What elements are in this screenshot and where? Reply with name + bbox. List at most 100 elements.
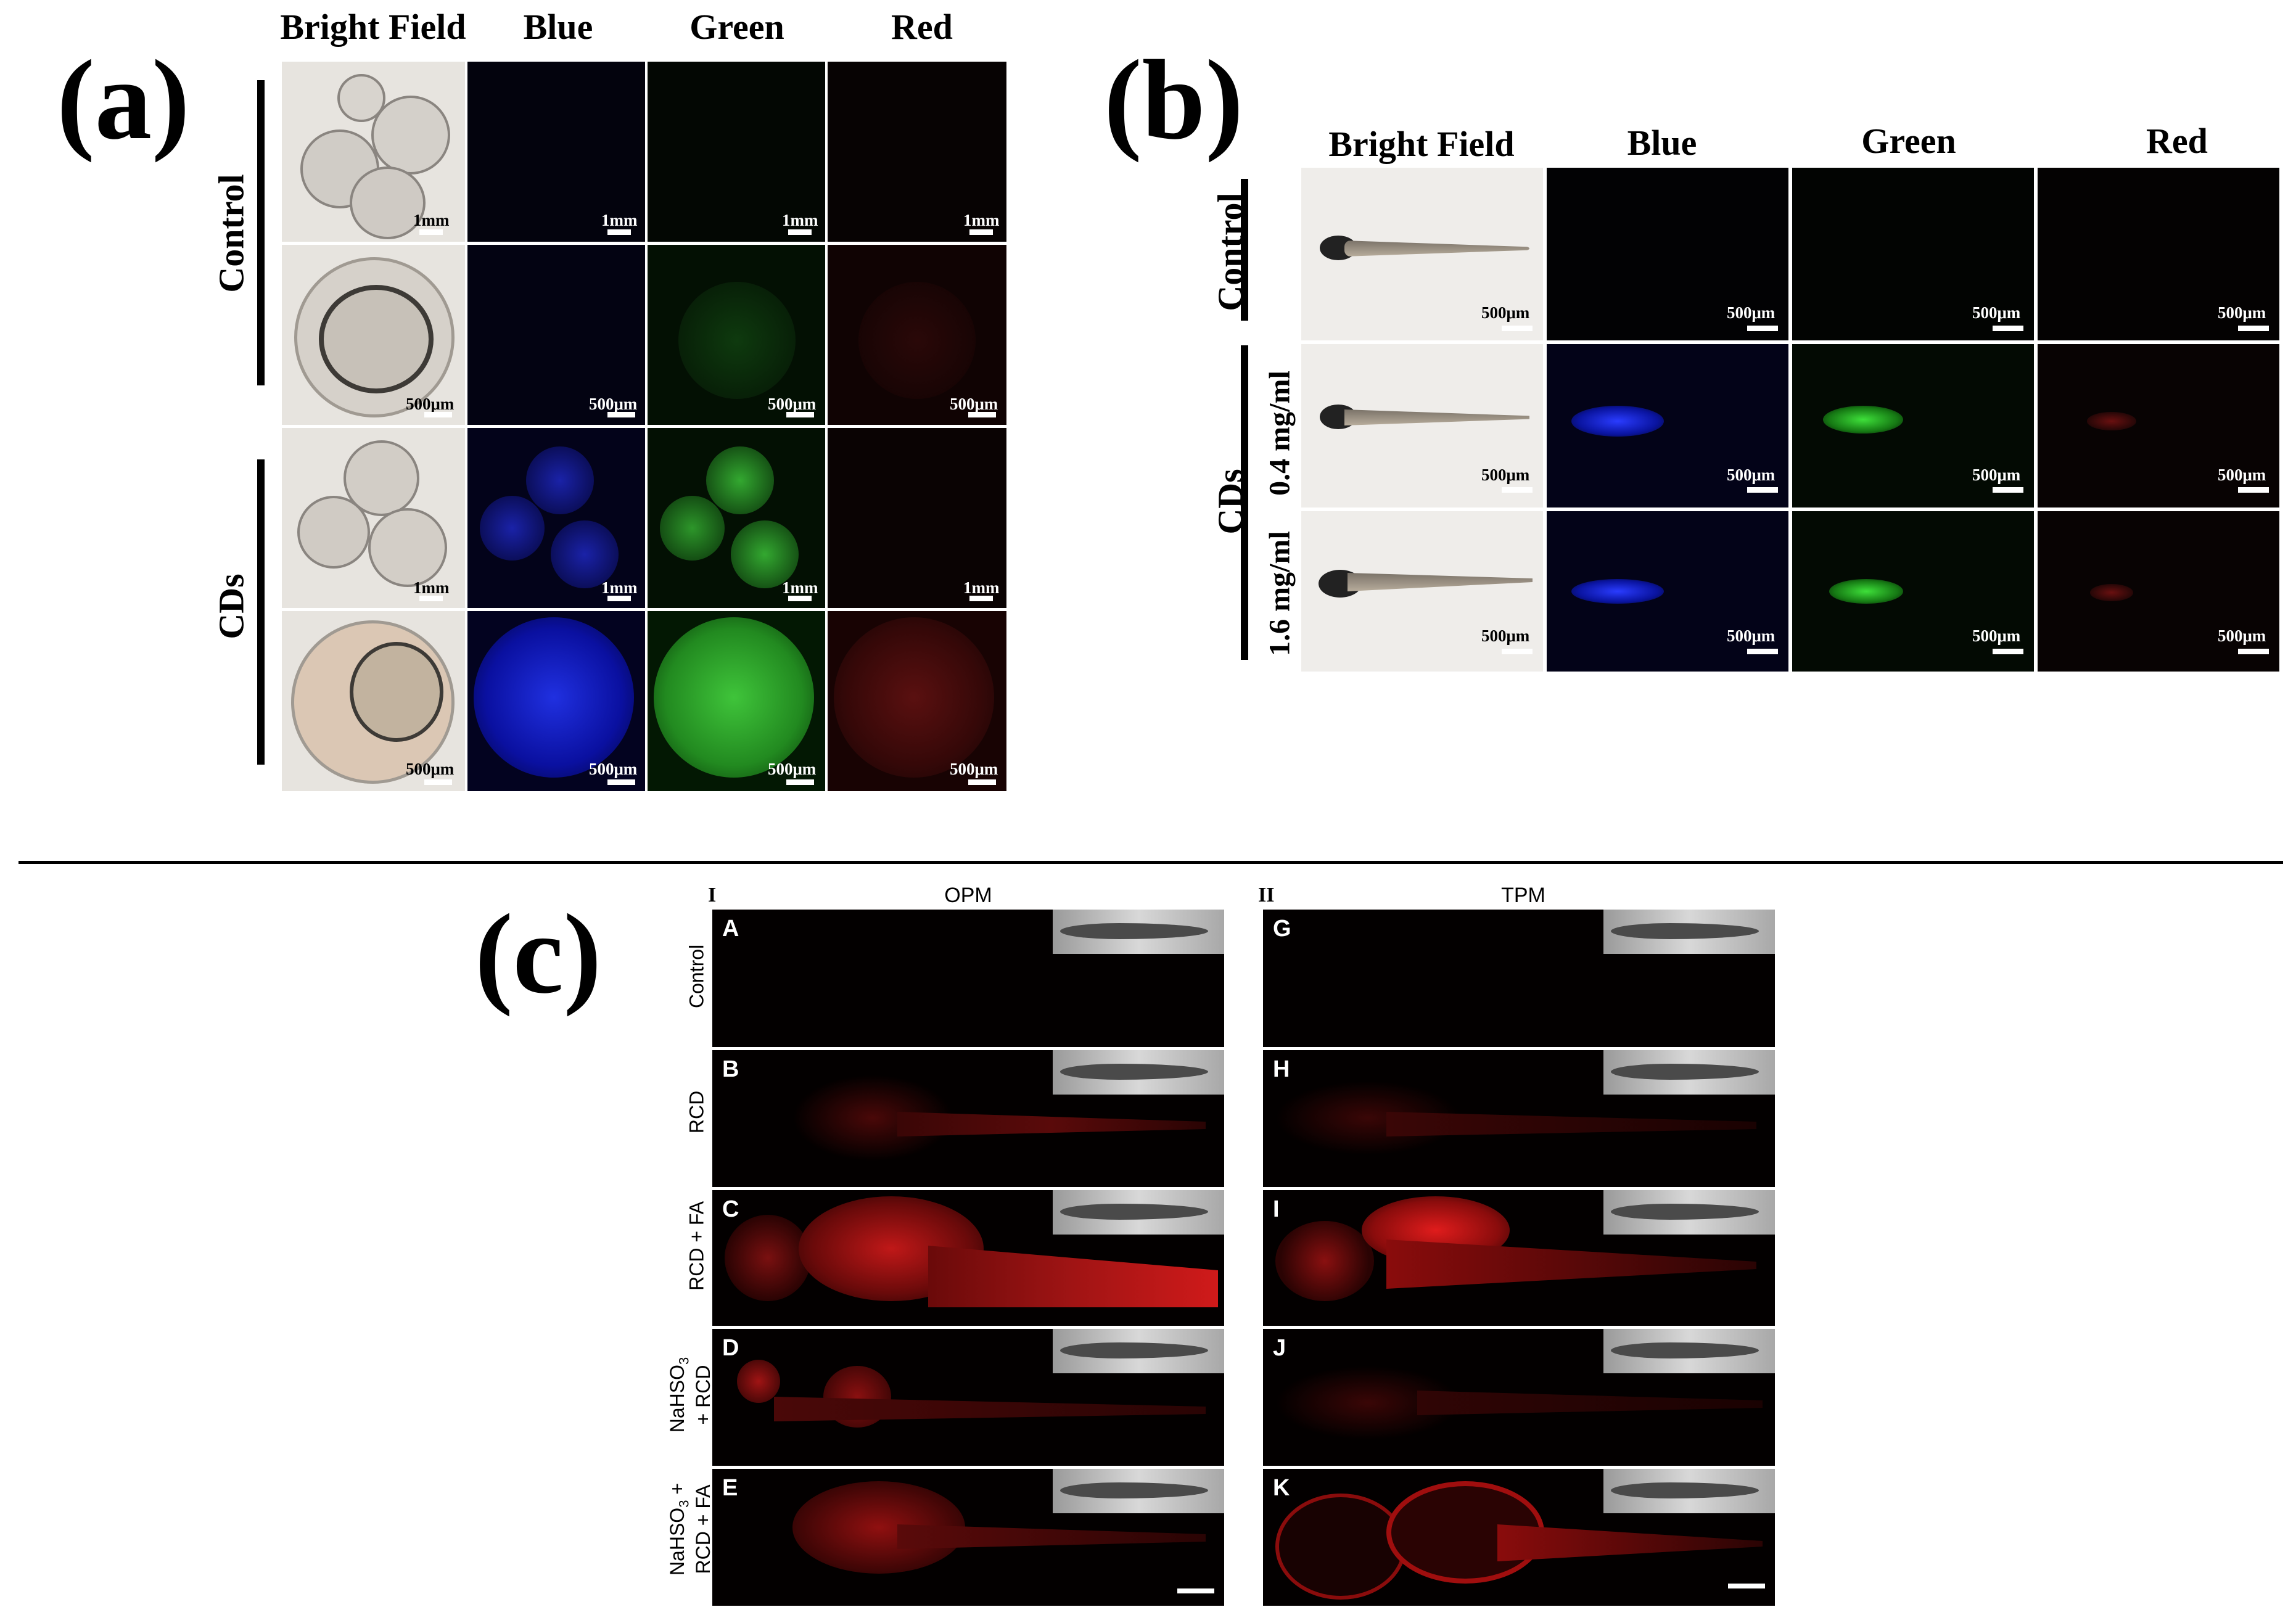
panel-a-r3-bf-scalebar bbox=[419, 596, 443, 601]
panel-b-cds-bracket bbox=[1241, 345, 1248, 660]
panel-b-r2-bf-scalebar bbox=[1502, 487, 1533, 493]
panel-c-letter-e: E bbox=[722, 1475, 738, 1501]
panel-c-roman-i: I bbox=[708, 884, 717, 906]
panel-b-r3-green-scalebar bbox=[1993, 649, 2023, 654]
panel-c-row4-line1: NaHSO bbox=[666, 1365, 688, 1433]
panel-c-letter-c: C bbox=[722, 1196, 739, 1222]
panel-c-inset-b bbox=[1053, 1050, 1224, 1095]
panel-a-r4-bright-field bbox=[282, 611, 465, 791]
panel-c-inset-c bbox=[1053, 1190, 1224, 1235]
panel-c-tile-k: K bbox=[1263, 1469, 1775, 1606]
panel-b-r1-green-scale: 500μm bbox=[1972, 303, 2021, 322]
panel-b-r3-blue bbox=[1547, 511, 1788, 672]
panel-c-tile-e: E bbox=[712, 1469, 1224, 1606]
panel-c-inset-k bbox=[1603, 1469, 1775, 1513]
panel-a-r4-blue-scale: 500μm bbox=[589, 760, 638, 778]
panel-c-letter: (c) bbox=[475, 891, 602, 1017]
panel-b-row-control: Control bbox=[1210, 192, 1251, 311]
panel-a-r3-blue bbox=[467, 428, 645, 608]
panel-b-r1-red bbox=[2038, 168, 2279, 340]
panel-a-r3-green-scalebar bbox=[788, 596, 812, 601]
panel-b-r2-blue-scalebar bbox=[1747, 487, 1778, 493]
panel-b-r3-blue-scalebar bbox=[1747, 649, 1778, 654]
panel-b-subrow-0-4: 0.4 mg/ml bbox=[1263, 371, 1296, 496]
panel-a-r1-blue-scale: 1mm bbox=[601, 211, 638, 229]
panel-b-col-blue: Blue bbox=[1627, 123, 1697, 163]
panel-c-tile-a: A bbox=[712, 910, 1224, 1047]
panel-c-tile-g: G bbox=[1263, 910, 1775, 1047]
panel-a-r1-green-scale: 1mm bbox=[782, 211, 818, 229]
panel-a-row-cds: CDs bbox=[211, 573, 252, 639]
panel-c-row5-line2: RCD + FA bbox=[691, 1484, 714, 1574]
panel-a-r4-green-scalebar bbox=[786, 779, 814, 785]
panel-c-tile-i: I bbox=[1263, 1190, 1775, 1326]
panel-b-r1-bf-scalebar bbox=[1502, 326, 1533, 331]
panel-c-opm-scalebar bbox=[1177, 1588, 1214, 1593]
panel-b-r3-bright-field bbox=[1301, 511, 1543, 672]
panel-c-inset-g bbox=[1603, 910, 1775, 954]
panel-a-r4-red-scale: 500μm bbox=[950, 760, 998, 778]
panel-a-col-red: Red bbox=[891, 7, 953, 47]
panel-c-letter-d: D bbox=[722, 1335, 739, 1361]
panel-a-r1-bf-scale: 1mm bbox=[413, 211, 450, 229]
panel-c-letter-h: H bbox=[1273, 1056, 1290, 1082]
panel-c-inset-d bbox=[1053, 1329, 1224, 1373]
panel-c-inset-a bbox=[1053, 910, 1224, 954]
panel-b-col-bright-field: Bright Field bbox=[1328, 124, 1515, 164]
panel-a-r1-blue bbox=[467, 62, 645, 242]
panel-a-r4-green-scale: 500μm bbox=[768, 760, 817, 778]
panel-a-r3-red bbox=[828, 428, 1006, 608]
panel-b-r1-bf-scale: 500μm bbox=[1481, 303, 1530, 322]
panel-b-letter: (b) bbox=[1104, 37, 1244, 163]
panel-c-inset-e bbox=[1053, 1469, 1224, 1513]
panel-a-r3-blue-scalebar bbox=[607, 596, 631, 601]
panel-a-r4-red-scalebar bbox=[968, 779, 996, 785]
section-divider bbox=[19, 861, 2283, 864]
panel-b-r2-red bbox=[2038, 344, 2279, 508]
panel-b-r2-green bbox=[1792, 344, 2034, 508]
panel-a-col-blue: Blue bbox=[523, 7, 593, 47]
panel-b-r2-green-scale: 500μm bbox=[1972, 466, 2021, 484]
panel-a-r2-red-scale: 500μm bbox=[950, 395, 998, 413]
panel-a-r1-bright-field bbox=[282, 62, 465, 242]
panel-a-r2-bright-field bbox=[282, 245, 465, 425]
panel-a-r3-green bbox=[648, 428, 825, 608]
panel-b-r1-blue bbox=[1547, 168, 1788, 340]
panel-c-row-rcd-fa: RCD + FA bbox=[685, 1201, 708, 1291]
panel-a-r3-green-scale: 1mm bbox=[782, 578, 818, 597]
panel-b-r3-red bbox=[2038, 511, 2279, 672]
panel-b-r2-bf-scale: 500μm bbox=[1481, 466, 1530, 484]
panel-b-r1-green bbox=[1792, 168, 2034, 340]
panel-b-r1-green-scalebar bbox=[1993, 326, 2023, 331]
panel-b-r3-red-scalebar bbox=[2238, 649, 2269, 654]
panel-a-letter: (a) bbox=[57, 37, 190, 163]
panel-c-row5-sub: 3 bbox=[676, 1500, 692, 1508]
panel-b-r2-red-scale: 500μm bbox=[2218, 466, 2266, 484]
panel-b-r2-green-scalebar bbox=[1993, 487, 2023, 493]
panel-b-r3-green-scale: 500μm bbox=[1972, 627, 2021, 645]
panel-a-r3-red-scale: 1mm bbox=[963, 578, 1000, 597]
panel-c-tpm-title: TPM bbox=[1501, 884, 1545, 907]
panel-a-r2-red-scalebar bbox=[968, 412, 996, 417]
panel-b-row-cds: CDs bbox=[1210, 469, 1251, 535]
panel-c-inset-h bbox=[1603, 1050, 1775, 1095]
panel-b-r1-blue-scalebar bbox=[1747, 326, 1778, 331]
panel-a-r2-green-scale: 500μm bbox=[768, 395, 817, 413]
panel-c-row-nahso3-rcd-fa: NaHSO3 + RCD + FA bbox=[666, 1455, 715, 1603]
panel-c-letter-b: B bbox=[722, 1056, 739, 1082]
panel-b-r3-blue-scale: 500μm bbox=[1727, 627, 1775, 645]
panel-b-r3-bf-scalebar bbox=[1502, 649, 1533, 654]
panel-a-r1-red-scale: 1mm bbox=[963, 211, 1000, 229]
panel-c-letter-a: A bbox=[722, 916, 739, 942]
panel-b-col-green: Green bbox=[1861, 121, 1956, 161]
panel-c-letter-i: I bbox=[1273, 1196, 1280, 1222]
panel-a-r2-bf-scalebar bbox=[424, 412, 452, 417]
panel-b-r1-red-scalebar bbox=[2238, 326, 2269, 331]
panel-a-r1-green-scalebar bbox=[788, 229, 812, 235]
panel-a-r2-blue-scale: 500μm bbox=[589, 395, 638, 413]
panel-a-r3-bright-field bbox=[282, 428, 465, 608]
panel-b-r1-bright-field bbox=[1301, 168, 1543, 340]
panel-b-control-bracket bbox=[1241, 179, 1248, 321]
panel-a-r1-bf-scalebar bbox=[419, 229, 443, 235]
panel-b-r1-blue-scale: 500μm bbox=[1727, 303, 1775, 322]
